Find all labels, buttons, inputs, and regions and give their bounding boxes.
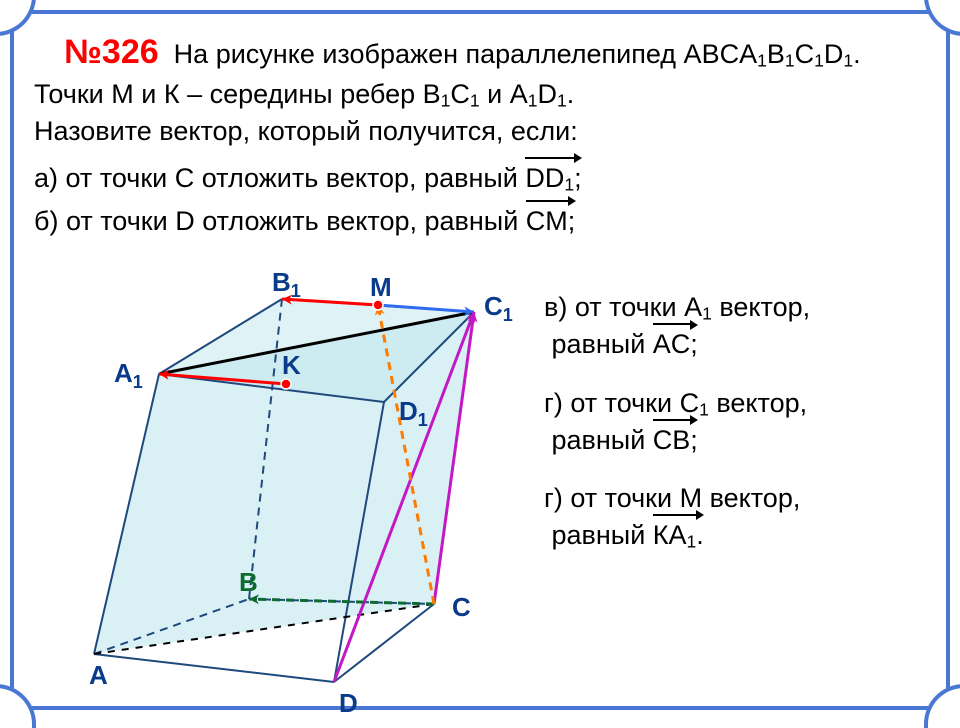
vec-ka1: КA1 (653, 517, 697, 554)
corner-decoration (924, 0, 960, 36)
item-g2: г) от точки M вектор, равный КA1. (544, 480, 954, 554)
item-b: б) от точки D отложить вектор, равный CM… (34, 203, 926, 239)
svg-text:D: D (339, 688, 358, 718)
vec-dd1: DD1 (525, 160, 574, 197)
svg-text:A1: A1 (114, 358, 143, 392)
content-area: №326 На рисунке изображен параллелепипед… (34, 24, 926, 686)
right-column: в) от точки A1 вектор, равный AC; г) от … (544, 289, 954, 576)
vec-ac: AC (653, 326, 691, 362)
svg-text:C: C (452, 592, 471, 622)
svg-text:K: K (282, 350, 301, 380)
svg-text:M: M (370, 272, 392, 302)
corner-decoration (0, 0, 36, 36)
corner-decoration (924, 684, 960, 728)
svg-text:C1: C1 (484, 291, 513, 325)
intro: №326 На рисунке изображен параллелепипед… (34, 30, 926, 150)
vec-cb: CB (653, 422, 691, 458)
item-a: а) от точки С отложить вектор, равный DD… (34, 160, 926, 197)
vec-cm: CM (526, 203, 568, 239)
slide: №326 На рисунке изображен параллелепипед… (0, 0, 960, 720)
diagram: ABCDA1B1C1D1MK (54, 274, 554, 714)
item-v: в) от точки A1 вектор, равный AC; (544, 289, 954, 363)
item-g1: г) от точки C1 вектор, равный CB; (544, 385, 954, 459)
svg-text:B: B (239, 567, 258, 597)
border-frame: №326 На рисунке изображен параллелепипед… (10, 10, 950, 710)
svg-text:A: A (89, 660, 108, 690)
problem-number: №326 (64, 33, 159, 71)
svg-text:B1: B1 (272, 267, 301, 301)
corner-decoration (0, 684, 36, 728)
